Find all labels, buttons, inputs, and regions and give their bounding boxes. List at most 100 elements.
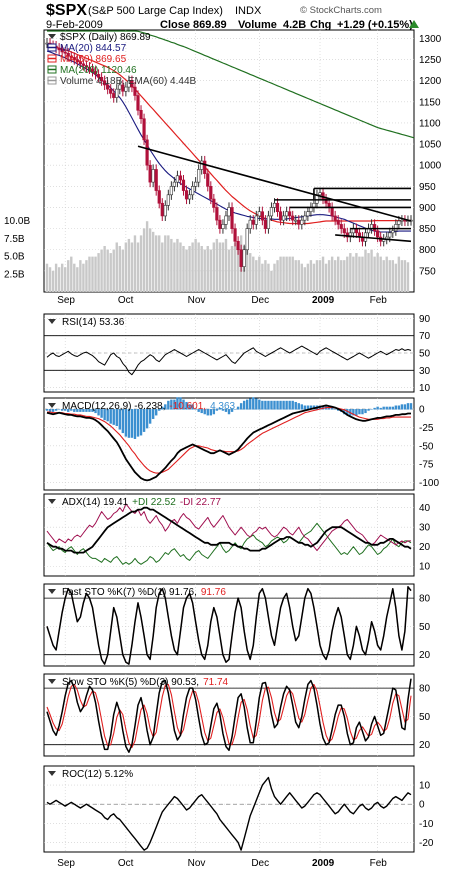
volume-bar xyxy=(306,263,310,292)
macd-histogram-bar xyxy=(291,400,294,410)
close-label: Close xyxy=(160,19,190,31)
legend-entry: -10.601, xyxy=(169,401,206,412)
volume-bar xyxy=(151,231,155,292)
macd-histogram-bar xyxy=(57,409,61,410)
panel-title: Fast STO %K(7) %D(1) 91.76, 91.76 xyxy=(62,587,226,598)
price-candle xyxy=(172,181,177,187)
macd-histogram-bar xyxy=(355,409,358,416)
macd-histogram-bar xyxy=(209,409,212,416)
volume-bar xyxy=(67,260,70,292)
macd-histogram-bar xyxy=(100,409,103,418)
volume-bar xyxy=(352,256,355,292)
macd-histogram-bar xyxy=(112,409,115,425)
price-candle xyxy=(93,71,98,75)
macd-histogram-bar xyxy=(197,409,200,412)
macd-histogram-bar xyxy=(130,409,134,438)
price-candle xyxy=(136,95,140,111)
volume-bar xyxy=(200,246,203,292)
price-candle xyxy=(266,215,271,229)
volume-bar xyxy=(182,246,185,292)
volume-bar xyxy=(188,246,191,292)
volume-bar xyxy=(121,249,125,292)
macd-histogram-bar xyxy=(294,401,297,410)
macd-histogram-bar xyxy=(85,409,88,412)
macd-histogram-bar xyxy=(82,409,85,412)
ma50-line xyxy=(46,44,412,225)
y-tick-label: -25 xyxy=(419,423,434,434)
volume-bar xyxy=(209,249,212,292)
macd-histogram-bar xyxy=(330,407,334,410)
volume-bar xyxy=(224,238,228,292)
price-candle xyxy=(372,224,377,232)
price-candle xyxy=(200,160,204,170)
macd-histogram-bar xyxy=(397,405,401,410)
volume-bar xyxy=(155,235,158,292)
volume-bar xyxy=(76,267,79,292)
volume-bar xyxy=(355,253,358,292)
volume-bar xyxy=(179,242,182,292)
macd-histogram-bar xyxy=(382,406,385,410)
roc-frame xyxy=(43,765,415,853)
macd-histogram-bar xyxy=(151,409,155,419)
volume-bar xyxy=(212,242,216,292)
volume-bar xyxy=(370,249,373,292)
volume-bar xyxy=(118,246,121,292)
ma200-line xyxy=(47,30,415,139)
price-candle xyxy=(145,139,149,166)
plus-di-line xyxy=(46,522,412,565)
macd-signal-line xyxy=(47,407,411,474)
y-tick-label: 50 xyxy=(419,712,431,723)
macd-histogram-bar xyxy=(212,409,216,415)
volume-bar xyxy=(318,260,322,292)
volume-bar xyxy=(139,235,143,292)
price-candle xyxy=(127,80,131,88)
volume-bar xyxy=(130,242,134,292)
volume-bar xyxy=(145,221,149,292)
volume-bar xyxy=(282,256,285,292)
macd-panel: 0 -25 -50 -75 -100 MACD(12,26,9) -6.238, -10.6… xyxy=(43,397,439,491)
x-tick-label: Sep xyxy=(57,295,75,306)
volume-bar xyxy=(60,263,64,292)
macd-histogram-bar xyxy=(230,409,234,412)
volume-bar xyxy=(112,249,115,292)
price-candle xyxy=(227,207,231,217)
price-candle xyxy=(251,219,255,225)
slow_sto-panel: 20 50 80 Slow STO %K(5) %D(3) 90.53, 71.74 xyxy=(43,673,431,757)
macd-line xyxy=(46,404,411,482)
macd-histogram-bar xyxy=(106,409,109,422)
volume-bar xyxy=(379,256,382,292)
macd-histogram-bar xyxy=(45,409,49,411)
volume-bar xyxy=(206,246,209,292)
price-candle xyxy=(160,202,164,217)
volume-bar xyxy=(321,256,325,292)
macd-histogram-bar xyxy=(270,400,273,410)
y-tick-label: -75 xyxy=(419,460,434,471)
macd-histogram-bar xyxy=(173,399,176,410)
volume-bar xyxy=(127,238,131,292)
price-candle xyxy=(181,179,186,191)
price-candle xyxy=(242,249,246,267)
volume-bar xyxy=(394,263,398,292)
price-candle xyxy=(339,224,343,229)
watermark: © StockCharts.com xyxy=(300,5,382,16)
price-candle xyxy=(191,186,195,196)
price-candle xyxy=(348,232,352,238)
macd-histogram-bar xyxy=(124,409,128,437)
macd-histogram-bar xyxy=(97,409,100,416)
support-trendline xyxy=(335,234,412,243)
macd-histogram-bar xyxy=(252,397,255,410)
legend-entry: -DI 22.77 xyxy=(180,497,222,508)
volume-bar xyxy=(94,256,97,292)
price-candle xyxy=(103,80,107,86)
y-tick-label: 800 xyxy=(419,245,436,256)
volume-bar xyxy=(276,260,279,292)
volume-bar xyxy=(91,256,94,292)
symbol: $SPX xyxy=(46,2,87,19)
macd-histogram-bar xyxy=(279,400,282,410)
macd-histogram-bar xyxy=(148,409,152,424)
macd-histogram-bar xyxy=(409,403,413,410)
y-tick-label: 50 xyxy=(419,349,431,360)
price-candle xyxy=(109,88,113,94)
legend-entry: 71.74 xyxy=(203,677,228,688)
volume-bar xyxy=(148,228,152,292)
